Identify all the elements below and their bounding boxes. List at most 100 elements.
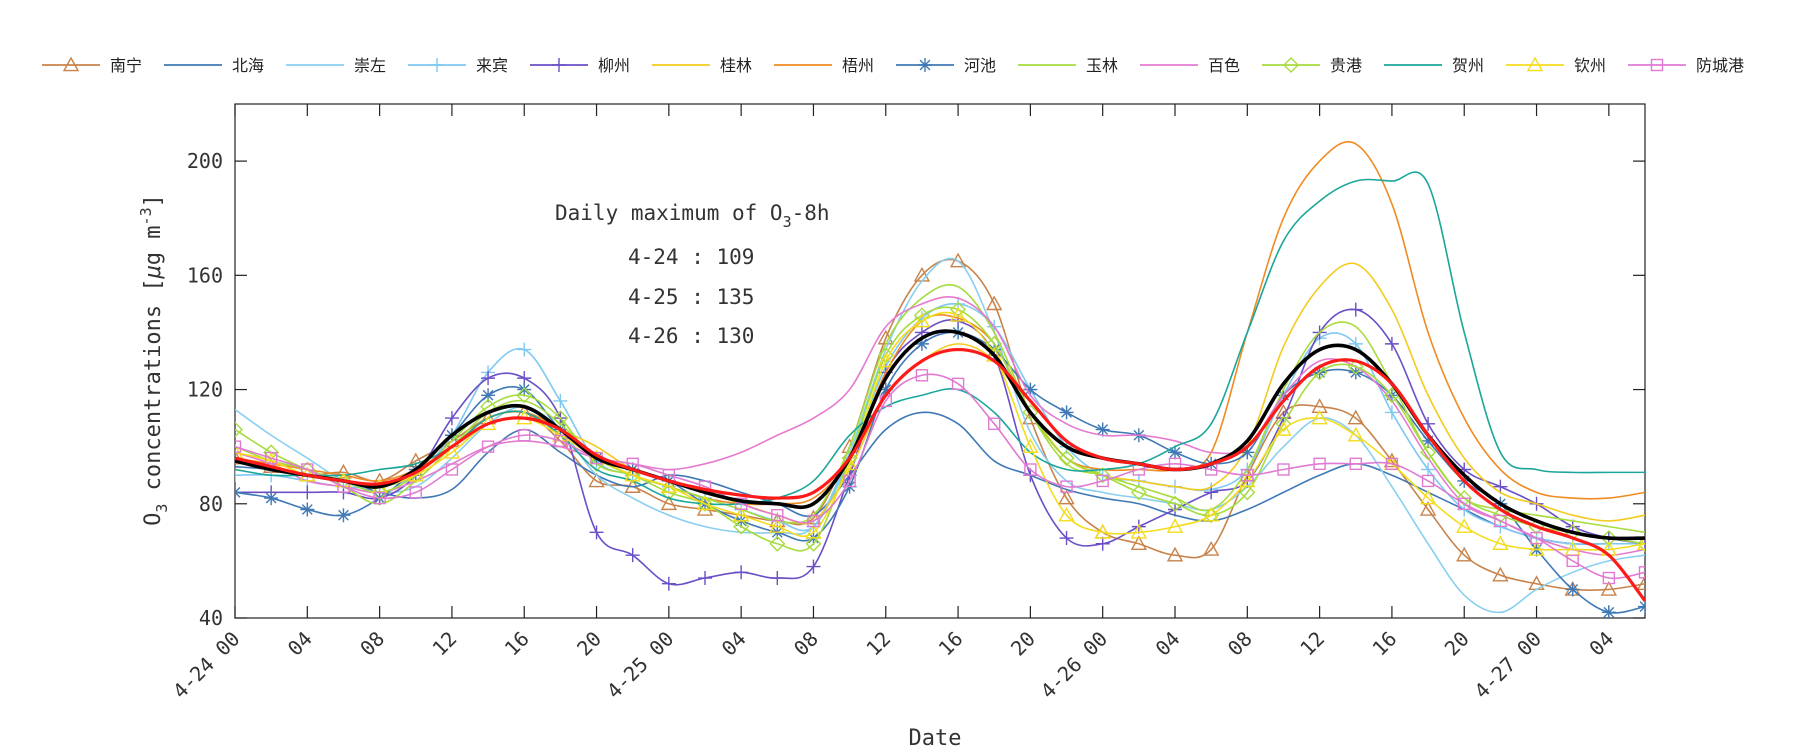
x-tick-label: 20	[572, 627, 606, 661]
x-tick-label: 04	[1151, 627, 1185, 661]
series-marker	[1059, 405, 1074, 420]
series-marker	[1384, 336, 1399, 351]
series-marker	[1638, 566, 1645, 579]
legend-item: 柳州	[530, 56, 630, 75]
series-marker	[1240, 445, 1255, 460]
series-marker	[235, 440, 242, 453]
series-marker	[1168, 502, 1182, 517]
series-marker	[1275, 421, 1292, 436]
legend-item: 来宾	[408, 56, 508, 75]
series-marker	[444, 411, 459, 426]
series-marker	[1420, 444, 1437, 461]
y-tick-label: 40	[199, 606, 223, 630]
x-tick-label: 12	[1295, 627, 1329, 661]
series-marker	[1421, 416, 1436, 431]
x-tick-label: 08	[1223, 627, 1257, 661]
series-崇左	[235, 257, 1645, 614]
series-line	[235, 308, 1645, 586]
legend-item: 河池	[896, 56, 996, 75]
legend-item: 桂林	[652, 56, 752, 75]
series-marker	[734, 565, 749, 580]
series-marker	[445, 463, 459, 476]
legend-item: 崇左	[286, 56, 386, 75]
x-tick-label: 12	[427, 627, 461, 661]
annotation-row-3: 4-26 : 130	[628, 324, 754, 348]
series-marker	[1275, 415, 1292, 432]
series-line	[235, 257, 1645, 614]
legend-item: 钦州	[1506, 56, 1606, 75]
y-tick-labels: 40 80 120 160 200	[187, 149, 223, 630]
x-tick-label: 4-24 00	[168, 627, 245, 704]
series-marker	[235, 485, 242, 500]
series-marker	[235, 421, 243, 438]
series-marker	[913, 312, 931, 328]
series-marker	[1421, 462, 1436, 477]
series-marker	[1421, 433, 1436, 448]
series-marker	[264, 491, 279, 506]
series-marker	[843, 474, 856, 488]
series-南宁	[235, 252, 1645, 596]
series-marker	[589, 525, 604, 540]
series-marker	[877, 352, 894, 368]
series-line	[235, 171, 1645, 506]
series-marker	[805, 523, 822, 539]
series-line	[235, 283, 1645, 534]
series-marker	[1421, 474, 1435, 488]
series-marker	[1492, 566, 1509, 582]
series-marker	[1202, 541, 1220, 556]
series-marker	[371, 484, 388, 501]
series-marker	[1565, 582, 1580, 597]
series-百色	[235, 295, 1645, 556]
series-防城港	[235, 369, 1645, 585]
series-line	[235, 302, 1645, 545]
legend: 南宁 北海 崇左 来宾 柳州 桂林 梧州 河池 玉林 百色 贵港 贺州 钦州 防城港	[42, 56, 1744, 75]
series-marker	[733, 518, 750, 535]
series-marker	[1650, 58, 1664, 72]
x-tick-label: 08	[355, 627, 389, 661]
series-marker	[807, 514, 820, 528]
series-marker	[300, 502, 315, 517]
x-tick-label: 12	[861, 627, 895, 661]
series-marker	[1601, 605, 1616, 618]
series-marker	[517, 342, 532, 357]
series-marker	[1130, 535, 1148, 551]
series-marker	[1058, 489, 1075, 505]
x-tick-label: 20	[1440, 627, 1474, 661]
legend-label: 桂林	[720, 56, 752, 75]
series-marker	[553, 393, 568, 408]
y-tick-label: 160	[187, 263, 223, 287]
series-marker	[624, 466, 641, 482]
series-钦州	[235, 306, 1645, 556]
y-tick-label: 80	[199, 492, 223, 516]
series-marker	[771, 509, 784, 522]
series-marker	[335, 463, 352, 479]
series-marker	[62, 56, 80, 72]
series-marker	[481, 440, 495, 453]
x-tick-label: 04	[717, 627, 751, 661]
series-marker	[1023, 382, 1038, 397]
legend-item: 百色	[1140, 56, 1240, 75]
series-marker	[732, 506, 750, 522]
series-marker	[1095, 422, 1110, 437]
legend-item: 南宁	[42, 56, 142, 75]
series-marker	[1566, 554, 1579, 568]
series-marker	[950, 301, 967, 318]
series-marker	[913, 307, 930, 324]
series-marker	[1167, 495, 1183, 512]
series-marker	[1096, 474, 1109, 488]
series-marker	[769, 535, 786, 552]
legend-label: 百色	[1208, 56, 1240, 75]
legend-label: 南宁	[110, 56, 142, 75]
legend-label: 来宾	[476, 56, 508, 75]
series-marker	[1283, 57, 1299, 73]
series-marker	[1024, 463, 1037, 476]
y-tick-label: 200	[187, 149, 223, 173]
series-marker	[517, 382, 532, 397]
series-marker	[1458, 497, 1471, 510]
series-marker	[1602, 571, 1616, 585]
series-marker	[1492, 535, 1509, 551]
series-marker	[1600, 581, 1618, 596]
legend-item: 贺州	[1384, 56, 1484, 75]
annotation-row-1: 4-24 : 109	[628, 245, 754, 269]
